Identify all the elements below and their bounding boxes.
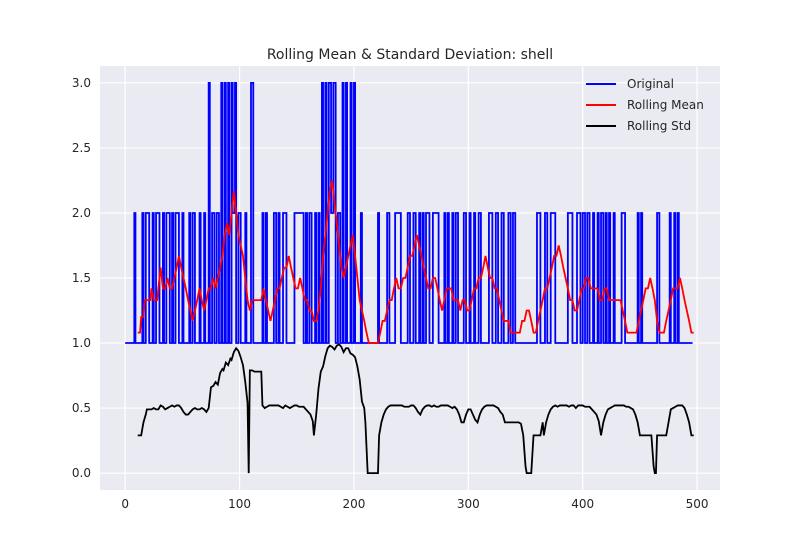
legend-label-rolling-std: Rolling Std <box>627 119 691 133</box>
x-axis: 0 100 200 300 400 500 <box>121 497 708 511</box>
chart-title: Rolling Mean & Standard Deviation: shell <box>267 47 553 63</box>
x-tick-label: 100 <box>228 497 251 511</box>
x-tick-label: 300 <box>457 497 480 511</box>
y-tick-label: 1.0 <box>72 336 91 350</box>
series-line-rolling-std <box>137 343 694 474</box>
series-layer <box>125 82 694 474</box>
x-tick-label: 0 <box>121 497 129 511</box>
x-tick-label: 200 <box>342 497 365 511</box>
y-tick-label: 1.5 <box>72 271 91 285</box>
y-tick-label: 2.0 <box>72 206 91 220</box>
y-tick-label: 0.0 <box>72 466 91 480</box>
legend: Original Rolling Mean Rolling Std <box>586 77 704 133</box>
x-tick-label: 400 <box>571 497 594 511</box>
y-tick-label: 0.5 <box>72 401 91 415</box>
legend-label-original: Original <box>627 77 674 91</box>
x-tick-label: 500 <box>686 497 709 511</box>
series-line-original <box>125 82 693 344</box>
y-tick-label: 3.0 <box>72 76 91 90</box>
y-axis: 0.0 0.5 1.0 1.5 2.0 2.5 3.0 <box>72 76 91 480</box>
legend-label-rolling-mean: Rolling Mean <box>627 98 704 112</box>
series-line-rolling-mean <box>137 180 694 344</box>
y-tick-label: 2.5 <box>72 141 91 155</box>
